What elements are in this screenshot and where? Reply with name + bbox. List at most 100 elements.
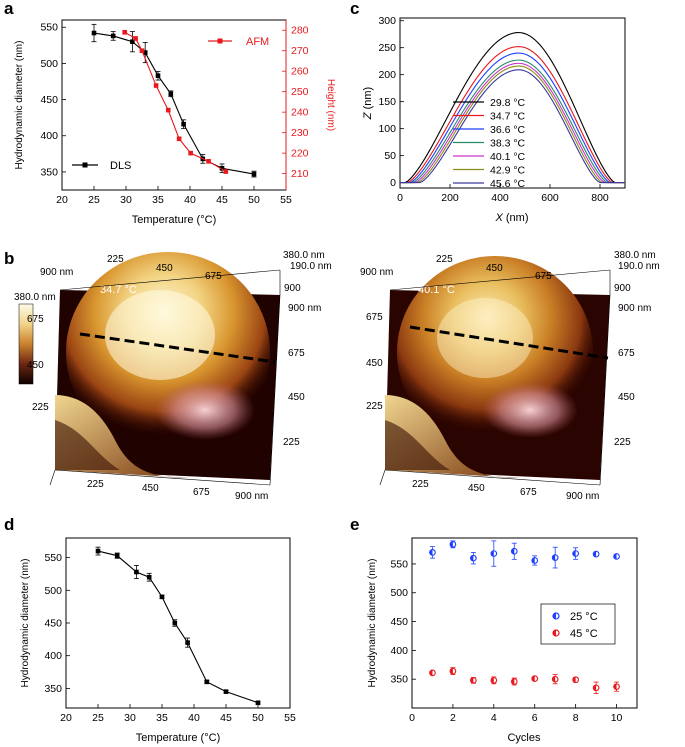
- panel-e-25c-point-fill: [552, 554, 556, 561]
- panel-a-y2-ticks: 210 220 230 240 250 260 270 280: [282, 20, 309, 190]
- afm-1-temp-label: 34.7 °C: [100, 284, 137, 296]
- panel-a-x-tick-label: 20: [56, 194, 68, 206]
- panel-c-frame: [399, 17, 626, 189]
- afm-2-ridge-shadow: [385, 420, 450, 470]
- afm-2-left-tick-675: 675: [366, 312, 383, 323]
- panel-a-y2-tick-label: 250: [291, 86, 309, 98]
- panel-a-afm-point: [176, 136, 182, 142]
- panel-a-x-tick-label: 45: [216, 194, 228, 206]
- afm-image-1: 34.7 °C 900 nm 675 450 225 225 450 675 3…: [27, 250, 332, 502]
- panel-c-marks: [400, 32, 625, 184]
- panel-e-y-tick-label: 500: [390, 587, 408, 599]
- panel-c-y-tick-label: 100: [378, 123, 396, 135]
- panel-c-x-tick-label: 600: [541, 192, 559, 204]
- panel-e-25c-point-fill: [491, 550, 494, 557]
- panel-a-x-ticks: 20 25 30 35 40 45 50 55: [56, 186, 292, 206]
- legend-45c-marker-half: [553, 630, 556, 636]
- panel-label-a: a: [4, 0, 14, 18]
- afm-2-z-tick-380: 380.0 nm: [614, 250, 656, 261]
- panel-d-y-tick-label: 550: [44, 552, 62, 564]
- panel-label-e: e: [350, 515, 359, 534]
- panel-d-x-label: Temperature (°C): [136, 732, 220, 744]
- afm-2-bottom-tick-450: 450: [468, 483, 485, 494]
- panel-e-x-tick-label: 2: [450, 712, 456, 724]
- afm-2-bottom-tick-900: 900 nm: [566, 491, 599, 502]
- panel-e-x-tick-label: 6: [532, 712, 538, 724]
- panel-a-afm-point: [165, 107, 171, 113]
- panel-a-y2-tick-label: 280: [291, 25, 309, 37]
- panel-d-x-tick-label: 45: [220, 712, 232, 724]
- afm-1-z-tick-190: 190.0 nm: [290, 261, 332, 272]
- legend-dls-marker: [82, 162, 88, 168]
- afm-1-profile-line: [79, 332, 276, 364]
- panel-a-y2-tick-label: 230: [291, 127, 309, 139]
- panel-d-point: [172, 620, 178, 626]
- panel-e-25c-point-fill: [511, 548, 515, 555]
- panel-a-x-tick-label: 30: [120, 194, 132, 206]
- afm-1-left-tick-225: 225: [32, 402, 49, 413]
- panel-c-legend-label: 42.9 °C: [490, 165, 526, 177]
- panel-d-y-tick-label: 450: [44, 618, 62, 630]
- panel-d-marks: [95, 546, 261, 706]
- panel-a-y-tick-label: 400: [40, 130, 58, 142]
- panel-a-y2-tick-label: 240: [291, 107, 309, 119]
- panel-e-45c-point-fill: [491, 677, 494, 684]
- panel-d-point: [159, 594, 165, 600]
- legend-dls-text: DLS: [110, 160, 131, 172]
- afm-1-z-tick-380: 380.0 nm: [283, 250, 325, 261]
- panel-e-45c-point-fill: [531, 675, 535, 682]
- panel-d-point: [185, 640, 190, 645]
- afm-1-top-tick-675: 675: [205, 271, 222, 282]
- panel-c-profile-line: [400, 32, 625, 184]
- panel-d-point: [114, 553, 120, 558]
- panel-e-25c-point-fill: [450, 541, 453, 548]
- afm-2-left-tick-900: 900 nm: [360, 267, 393, 278]
- panel-c-x-label: X (nm): [494, 212, 528, 224]
- panel-a-x-tick-label: 40: [184, 194, 196, 206]
- afm-1-bottom-tick-675: 675: [193, 487, 210, 498]
- colorbar-gradient: [18, 303, 34, 385]
- panel-a-y2-label: Height (nm): [325, 79, 336, 131]
- afm-2-axes: [379, 269, 611, 486]
- afm-2-right-tick-900: 900 nm: [618, 303, 651, 314]
- panel-a-dls-point: [251, 171, 257, 177]
- panel-a-y2-tick-label: 210: [291, 168, 309, 180]
- panel-d-x-tick-label: 40: [188, 712, 200, 724]
- panel-e-25c-point-fill: [593, 551, 597, 557]
- afm-2-top-tick-675: 675: [535, 271, 552, 282]
- legend-45c-text: 45 °C: [570, 628, 598, 640]
- panel-a-dls-line: [93, 32, 255, 175]
- panel-e-x-tick-label: 8: [573, 712, 579, 724]
- legend-afm-text: AFM: [246, 36, 269, 48]
- panel-c-profile-line: [400, 46, 625, 184]
- panel-label-d: d: [4, 515, 14, 534]
- afm-1-bottom-tick-450: 450: [142, 483, 159, 494]
- panel-a-dls-point: [155, 73, 161, 79]
- afm-1-highlight: [105, 290, 215, 380]
- legend-afm-marker: [217, 38, 223, 44]
- panel-d-frame: [65, 537, 291, 709]
- panel-c-y-label: Z (nm): [362, 87, 374, 120]
- panel-c-profile-line: [400, 59, 625, 184]
- afm-2-left-tick-450: 450: [366, 358, 383, 369]
- panel-c-legend-label: 40.1 °C: [490, 151, 526, 163]
- panel-e-45c-point-fill: [450, 668, 453, 674]
- panel-a-x-tick-label: 35: [152, 194, 164, 206]
- panel-e-y-label: Hydrodynamic diameter (nm): [367, 559, 378, 688]
- panel-e-x-ticks: 0 2 4 6 8 10: [409, 704, 623, 724]
- panel-a-y-ticks: 350 400 450 500 550: [40, 22, 66, 178]
- panel-a-dls-point: [219, 165, 225, 171]
- panel-d-point: [223, 689, 229, 694]
- panel-a-x-label: Temperature (°C): [132, 214, 216, 226]
- panel-d-point: [255, 700, 261, 706]
- panel-d-x-tick-label: 20: [60, 712, 72, 724]
- panel-e-x-tick-label: 0: [409, 712, 415, 724]
- afm-2-top-tick-450: 450: [486, 263, 503, 274]
- panel-c-y-tick-label: 200: [378, 69, 396, 81]
- panel-d-y-tick-label: 400: [44, 650, 62, 662]
- panel-e-45c-point-fill: [572, 676, 576, 683]
- panel-d-point: [134, 569, 139, 575]
- panel-d-x-ticks: 20 25 30 35 40 45 50 55: [60, 704, 296, 724]
- panel-e-45c-point-fill: [593, 685, 597, 691]
